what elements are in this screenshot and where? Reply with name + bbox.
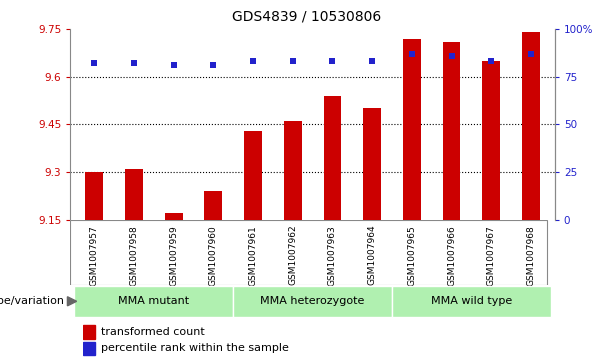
Bar	[233, 286, 392, 317]
Text: transformed count: transformed count	[101, 327, 205, 337]
Bar	[392, 286, 551, 317]
Bar	[85, 172, 103, 220]
Text: genotype/variation: genotype/variation	[0, 296, 64, 306]
Bar	[284, 121, 302, 220]
Point	[486, 58, 496, 64]
Point	[526, 51, 536, 57]
Text: GSM1007962: GSM1007962	[288, 225, 297, 285]
Bar	[205, 191, 223, 220]
Point	[169, 62, 178, 68]
Bar	[244, 131, 262, 220]
Bar	[324, 96, 341, 220]
Bar	[74, 286, 233, 317]
Point	[447, 53, 457, 58]
Text: GDS4839 / 10530806: GDS4839 / 10530806	[232, 9, 381, 23]
Point	[367, 58, 377, 64]
Bar	[443, 42, 460, 220]
Bar	[165, 213, 183, 220]
Text: GSM1007958: GSM1007958	[129, 225, 139, 286]
Text: percentile rank within the sample: percentile rank within the sample	[101, 343, 289, 354]
Text: GSM1007961: GSM1007961	[249, 225, 257, 286]
Bar	[482, 61, 500, 220]
Bar	[83, 342, 95, 355]
Point	[407, 51, 417, 57]
Text: GSM1007967: GSM1007967	[487, 225, 496, 286]
Text: MMA heterozygote: MMA heterozygote	[261, 296, 365, 306]
Bar	[83, 325, 95, 339]
Text: GSM1007965: GSM1007965	[408, 225, 416, 286]
Bar	[364, 109, 381, 220]
Text: GSM1007968: GSM1007968	[527, 225, 535, 286]
Bar	[403, 38, 421, 220]
Point	[248, 58, 258, 64]
Point	[208, 62, 218, 68]
Text: MMA mutant: MMA mutant	[118, 296, 189, 306]
Text: GSM1007963: GSM1007963	[328, 225, 337, 286]
Text: MMA wild type: MMA wild type	[431, 296, 512, 306]
Text: GSM1007959: GSM1007959	[169, 225, 178, 286]
Text: GSM1007966: GSM1007966	[447, 225, 456, 286]
Text: GSM1007957: GSM1007957	[90, 225, 99, 286]
Bar	[125, 169, 143, 220]
Text: GSM1007960: GSM1007960	[209, 225, 218, 286]
Point	[89, 60, 99, 66]
Point	[129, 60, 139, 66]
Bar	[522, 32, 540, 220]
Point	[288, 58, 298, 64]
Point	[327, 58, 337, 64]
Text: GSM1007964: GSM1007964	[368, 225, 376, 285]
